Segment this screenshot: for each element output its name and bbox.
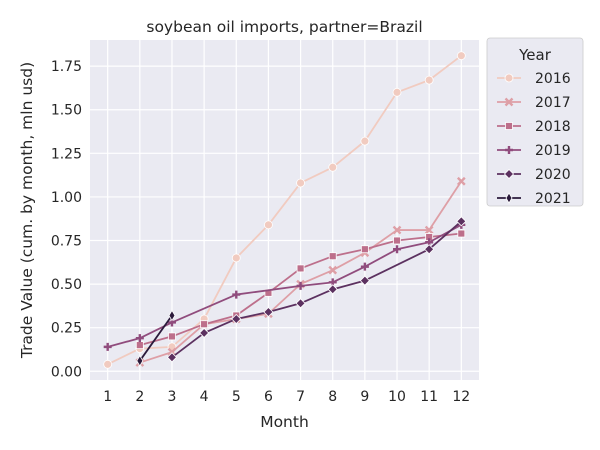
x-tick-label: 11 xyxy=(420,389,438,405)
legend-item-2018: 2018 xyxy=(497,119,571,135)
data-point-2018 xyxy=(168,332,176,341)
legend-item-2021: 2021 xyxy=(497,191,571,207)
data-point-2020 xyxy=(166,352,178,363)
x-tick-label: 3 xyxy=(168,389,177,405)
x-tick-label: 1 xyxy=(103,389,112,405)
data-point-2021 xyxy=(136,355,144,367)
x-tick-label: 8 xyxy=(328,389,337,405)
legend-title: Year xyxy=(518,46,552,64)
data-point-2018 xyxy=(200,320,209,329)
data-point-2018 xyxy=(457,229,466,238)
data-point-2017 xyxy=(424,225,434,235)
legend-item-2019: 2019 xyxy=(497,143,571,159)
data-point-2016 xyxy=(264,220,273,230)
data-point-2018 xyxy=(393,236,401,245)
legend-label: 2018 xyxy=(535,119,571,135)
data-point-2020 xyxy=(456,216,467,227)
data-point-2020 xyxy=(359,275,370,286)
legend-marker xyxy=(504,73,514,83)
y-tick-labels: 0.00 0.25 0.50 0.75 1.00 1.25 1.50 1.75 xyxy=(51,59,82,380)
series-line-2016 xyxy=(107,54,462,366)
x-tick-label: 12 xyxy=(452,389,470,405)
data-point-2020 xyxy=(199,327,210,338)
data-point-2019 xyxy=(103,342,112,351)
legend-items: 2016 2017 2018 2019 2020 2021 xyxy=(497,71,571,207)
x-tick-label: 6 xyxy=(264,389,273,405)
data-point-2016 xyxy=(392,87,402,97)
y-tick-label: 0.75 xyxy=(51,234,82,250)
x-tick-label: 9 xyxy=(360,389,369,405)
data-point-2017 xyxy=(392,225,402,235)
plot-area xyxy=(90,40,479,380)
data-point-2019 xyxy=(360,262,369,271)
legend-label: 2016 xyxy=(535,71,571,87)
data-point-2020 xyxy=(295,298,306,309)
data-point-2021 xyxy=(168,309,176,322)
x-tick-label: 2 xyxy=(135,389,144,405)
y-tick-label: 0.50 xyxy=(51,277,82,293)
series-group xyxy=(103,51,467,369)
y-tick-label: 1.00 xyxy=(51,190,82,206)
data-point-2018 xyxy=(360,245,369,254)
series-2018 xyxy=(135,229,466,350)
data-point-2016 xyxy=(360,136,370,146)
data-point-2018 xyxy=(328,252,337,261)
series-line-2021 xyxy=(139,314,173,362)
x-tick-labels: 1 2 3 4 5 6 7 8 9 10 11 12 xyxy=(103,389,470,405)
legend-label: 2020 xyxy=(535,167,571,183)
legend-label: 2021 xyxy=(535,191,571,207)
x-tick-label: 4 xyxy=(200,389,209,405)
data-point-2017 xyxy=(328,265,338,275)
y-tick-label: 1.25 xyxy=(51,146,82,162)
data-point-2016 xyxy=(424,75,434,85)
x-axis-title: Month xyxy=(260,413,309,431)
data-point-2020 xyxy=(424,244,435,255)
data-point-2016 xyxy=(231,253,241,263)
y-tick-label: 1.50 xyxy=(51,103,82,119)
series-2021 xyxy=(136,309,176,367)
legend-item-2016: 2016 xyxy=(497,71,571,87)
legend-marker xyxy=(504,97,514,107)
data-point-2018 xyxy=(296,264,305,273)
data-point-2016 xyxy=(103,359,113,369)
data-point-2020 xyxy=(327,284,338,295)
data-point-2019 xyxy=(135,334,144,343)
y-tick-label: 0.25 xyxy=(51,321,82,337)
data-point-2020 xyxy=(263,306,274,318)
legend-item-2017: 2017 xyxy=(497,95,571,111)
legend-marker xyxy=(505,146,513,154)
data-point-2019 xyxy=(296,281,305,290)
legend-marker xyxy=(505,192,513,204)
series-2020 xyxy=(166,216,467,363)
y-axis-title: Trade Value (cum. by month, mln usd) xyxy=(18,62,36,359)
data-point-2020 xyxy=(231,313,242,325)
chart-title: soybean oil imports, partner=Brazil xyxy=(146,18,422,36)
x-tick-label: 7 xyxy=(296,389,305,405)
data-point-2019 xyxy=(232,290,241,299)
y-tick-label: 0.00 xyxy=(51,364,82,380)
x-tick-label: 5 xyxy=(232,389,241,405)
series-line-2019 xyxy=(107,224,462,348)
data-point-2017 xyxy=(456,176,466,186)
legend-label: 2019 xyxy=(535,143,571,159)
x-tick-label: 10 xyxy=(388,389,406,405)
legend-marker xyxy=(505,122,513,130)
legend: Year 2016 2017 2018 2019 2020 2021 xyxy=(486,37,584,207)
data-point-2016 xyxy=(296,178,305,188)
data-point-2016 xyxy=(328,162,338,172)
y-tick-label: 1.75 xyxy=(51,59,82,75)
data-point-2016 xyxy=(456,51,466,61)
data-point-2019 xyxy=(393,245,402,254)
legend-item-2020: 2020 xyxy=(497,167,571,183)
legend-label: 2017 xyxy=(535,95,571,111)
legend-marker xyxy=(503,168,515,180)
data-point-2018 xyxy=(135,341,144,350)
